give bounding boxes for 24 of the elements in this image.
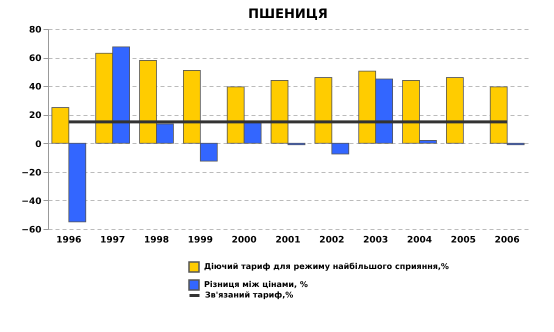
x-tick-label: 2002 — [319, 236, 344, 246]
y-tick-label: 0 — [35, 140, 42, 150]
x-tick-label: 2006 — [494, 236, 520, 246]
y-tick-label: 60 — [28, 54, 42, 64]
legend-label: Діючий тариф для режиму найбільшого сприяння,% — [204, 262, 449, 271]
y-tick-label: 40 — [28, 82, 42, 93]
x-tick-label: 2003 — [363, 236, 388, 246]
y-tick-label: −20 — [21, 168, 42, 178]
x-tick-label: 2004 — [406, 236, 432, 246]
x-tick-label: 1997 — [100, 236, 126, 246]
x-tick-label: 2000 — [232, 236, 257, 246]
y-tick-label: −60 — [21, 226, 42, 236]
y-tick-label: −40 — [21, 196, 42, 207]
y-tick-label: 80 — [28, 26, 42, 36]
legend-label: Зв'язаний тариф,% — [205, 290, 294, 300]
x-tick-label: 1998 — [144, 236, 170, 246]
x-tick-label: 2005 — [450, 236, 476, 246]
y-tick-label: 20 — [28, 111, 42, 122]
x-tick-label: 2001 — [275, 236, 301, 246]
x-tick-label: 1996 — [56, 236, 82, 246]
x-tick-label: 1999 — [188, 236, 213, 246]
bar — [446, 77, 464, 144]
chart-title: ПШЕНИЦЯ — [248, 7, 328, 22]
legend-label: Різниця між цінами, % — [204, 280, 308, 289]
